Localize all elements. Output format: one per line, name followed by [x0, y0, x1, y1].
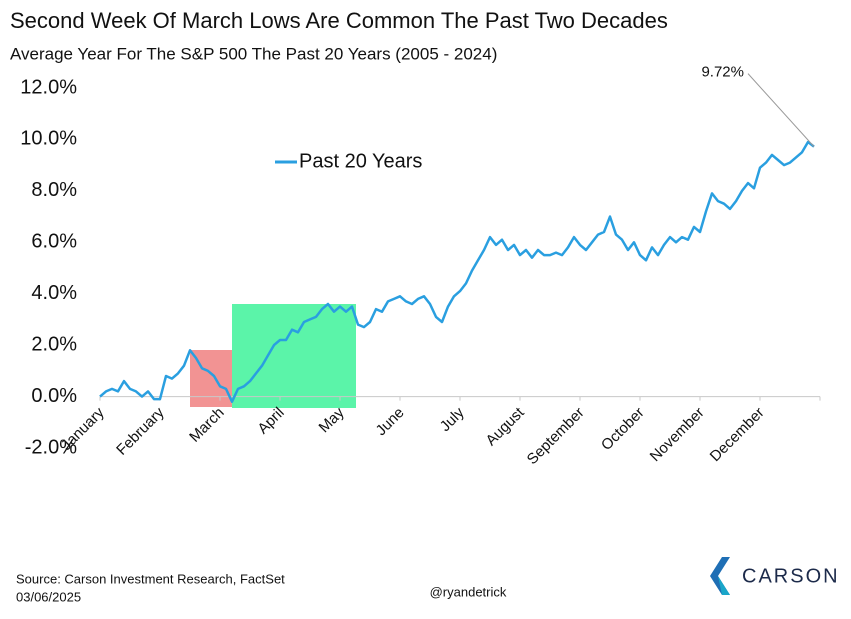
y-tick-label: 12.0% — [20, 76, 77, 98]
data-label: 9.72% — [701, 64, 744, 81]
credit: @ryandetrick — [430, 584, 507, 599]
label-leader — [747, 73, 815, 147]
y-tick-label: -2.0% — [25, 436, 77, 458]
source: Source: Carson Investment Research, Fact… — [16, 571, 285, 586]
y-tick-label: 6.0% — [31, 231, 77, 253]
highlight-rally — [232, 304, 356, 408]
logo-chevron-accent — [718, 576, 730, 595]
y-tick-label: 2.0% — [31, 333, 77, 355]
logo-chevron — [710, 557, 730, 595]
logo-icon — [710, 557, 730, 595]
series-line — [99, 140, 815, 403]
chart-title: Second Week Of March Lows Are Common The… — [10, 8, 668, 33]
logo-text: CARSON — [742, 565, 840, 587]
chart-subtitle: Average Year For The S&P 500 The Past 20… — [10, 44, 497, 63]
y-tick-label: 0.0% — [31, 385, 77, 407]
date: 03/06/2025 — [16, 589, 81, 604]
y-tick-label: 8.0% — [31, 179, 77, 201]
legend-label: Past 20 Years — [299, 150, 422, 172]
y-tick-label: 10.0% — [20, 128, 77, 150]
y-tick-label: 4.0% — [31, 282, 77, 304]
